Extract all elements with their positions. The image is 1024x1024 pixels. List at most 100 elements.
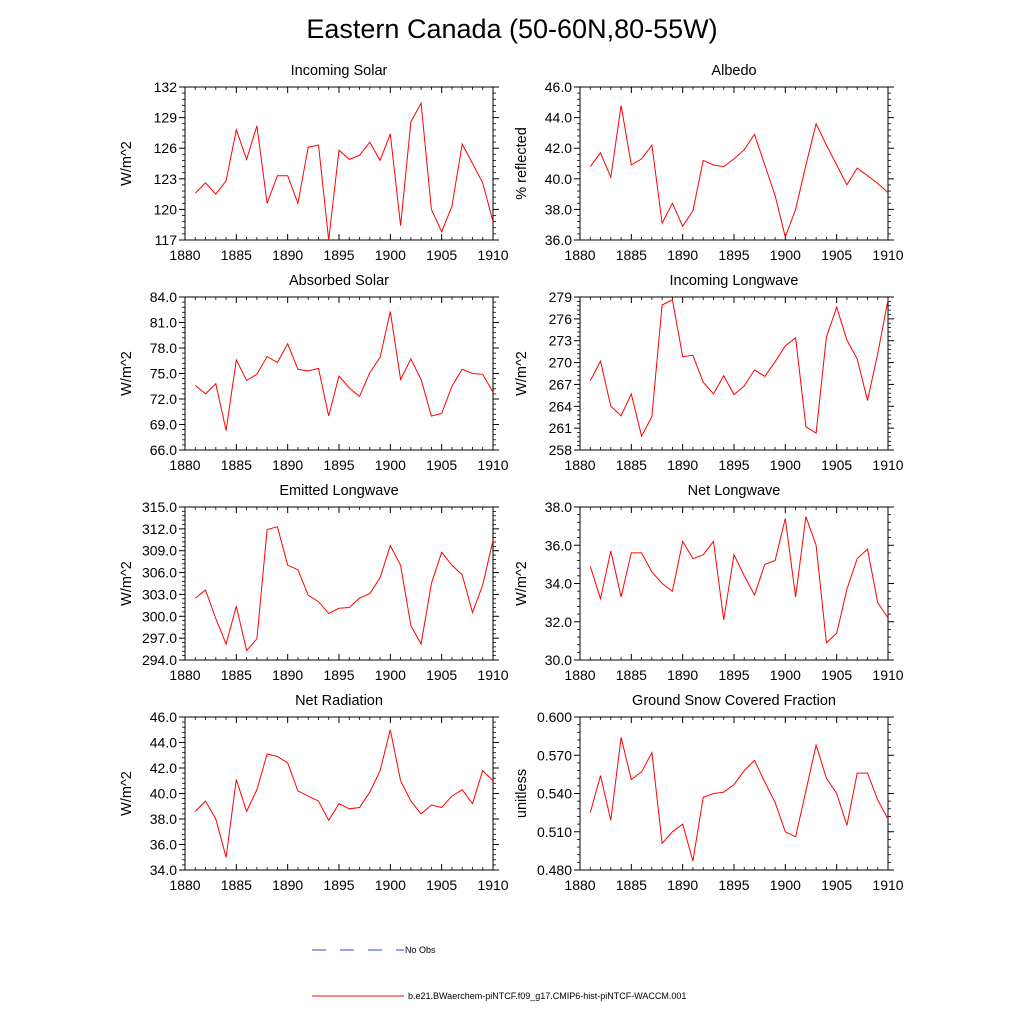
y-tick-label: 279 (549, 289, 573, 305)
y-axis-label: W/m^2 (514, 351, 530, 396)
x-tick-label: 1905 (821, 667, 852, 683)
plot-frame (579, 716, 889, 871)
y-tick-label: 66.0 (150, 442, 177, 458)
x-tick-label: 1900 (375, 877, 406, 893)
x-tick-label: 1890 (667, 667, 698, 683)
x-tick-label: 1890 (272, 877, 303, 893)
panel-title: Emitted Longwave (279, 483, 398, 499)
x-tick-label: 1910 (477, 667, 508, 683)
y-axis-label: W/m^2 (514, 561, 530, 606)
y-axis-label: W/m^2 (119, 141, 135, 186)
y-tick-label: 34.0 (150, 862, 177, 878)
x-tick-label: 1900 (375, 457, 406, 473)
y-tick-label: 120 (154, 201, 178, 217)
panel-title: Net Radiation (295, 693, 383, 709)
y-tick-label: 0.600 (537, 709, 572, 725)
x-tick-label: 1885 (616, 247, 647, 263)
x-tick-label: 1880 (169, 667, 200, 683)
legend: No Obs b.e21.BWaerchem-piNTCF.f09_g17.CM… (312, 945, 686, 1001)
x-tick-label: 1885 (616, 667, 647, 683)
x-tick-label: 1905 (426, 247, 457, 263)
legend-label-model: b.e21.BWaerchem-piNTCF.f09_g17.CMIP6-his… (408, 991, 686, 1001)
panel-incoming-solar: 1880 1885 1890 1895 1900 1905 1910 117 120 123 126… (119, 63, 509, 263)
y-tick-label: 273 (549, 333, 573, 349)
y-axis-label: W/m^2 (119, 561, 135, 606)
y-tick-label: 40.0 (150, 786, 177, 802)
panel-title: Albedo (711, 63, 756, 79)
x-tick-label: 1905 (821, 457, 852, 473)
y-tick-label: 81.0 (150, 315, 177, 331)
y-tick-label: 261 (549, 420, 573, 436)
plot-frame (184, 716, 494, 871)
x-tick-label: 1880 (564, 247, 595, 263)
y-tick-label: 72.0 (150, 391, 177, 407)
panel-title: Absorbed Solar (289, 273, 389, 289)
y-tick-label: 46.0 (545, 79, 572, 95)
x-tick-label: 1910 (872, 877, 903, 893)
y-tick-label: 32.0 (545, 614, 572, 630)
y-tick-label: 309.0 (142, 543, 177, 559)
x-tick-label: 1880 (169, 457, 200, 473)
x-tick-label: 1895 (718, 247, 749, 263)
x-tick-label: 1905 (426, 667, 457, 683)
x-tick-label: 1905 (426, 877, 457, 893)
x-tick-label: 1895 (323, 877, 354, 893)
x-tick-label: 1890 (272, 457, 303, 473)
x-tick-label: 1880 (564, 457, 595, 473)
x-tick-label: 1905 (821, 877, 852, 893)
panel-incoming-longwave: 1880 1885 1890 1895 1900 1905 1910 258 261 264 267… (514, 273, 904, 473)
x-tick-label: 1890 (272, 667, 303, 683)
figure-title: Eastern Canada (50-60N,80-55W) (306, 14, 718, 44)
legend-label-no-obs: No Obs (405, 945, 436, 955)
y-axis-label: W/m^2 (119, 351, 135, 396)
y-tick-label: 129 (154, 110, 178, 126)
plot-frame (579, 296, 889, 451)
plot-frame (579, 86, 889, 241)
y-tick-label: 303.0 (142, 586, 177, 602)
panel-net-radiation: 1880 1885 1890 1895 1900 1905 1910 34.0 36.0 38.0… (119, 693, 509, 893)
y-tick-label: 312.0 (142, 521, 177, 537)
y-tick-label: 123 (154, 171, 178, 187)
y-tick-label: 300.0 (142, 608, 177, 624)
panels-group: 1880 1885 1890 1895 1900 1905 1910 117 120 123 126… (119, 63, 904, 893)
y-tick-label: 297.0 (142, 630, 177, 646)
panel-ground-snow-covered-fraction: 1880 1885 1890 1895 1900 1905 1910 0.480 0.510 0.… (514, 693, 904, 893)
x-tick-label: 1880 (169, 877, 200, 893)
panel-emitted-longwave: 1880 1885 1890 1895 1900 1905 1910 294.0 297.0 30… (119, 483, 509, 683)
series-line (589, 105, 889, 239)
x-tick-label: 1880 (564, 667, 595, 683)
x-tick-label: 1895 (718, 667, 749, 683)
y-tick-label: 78.0 (150, 340, 177, 356)
y-tick-label: 264 (549, 398, 573, 414)
x-tick-label: 1910 (872, 457, 903, 473)
x-tick-label: 1885 (221, 457, 252, 473)
y-tick-label: 38.0 (150, 811, 177, 827)
x-tick-label: 1890 (667, 247, 698, 263)
x-tick-label: 1890 (667, 877, 698, 893)
x-tick-label: 1900 (375, 247, 406, 263)
y-tick-label: 69.0 (150, 417, 177, 433)
y-tick-label: 75.0 (150, 366, 177, 382)
y-tick-label: 294.0 (142, 652, 177, 668)
x-tick-label: 1900 (770, 667, 801, 683)
plot-frame (184, 506, 494, 661)
y-tick-label: 34.0 (545, 576, 572, 592)
x-tick-label: 1890 (272, 247, 303, 263)
y-tick-label: 117 (155, 232, 178, 248)
y-tick-label: 44.0 (545, 110, 572, 126)
panel-albedo: 1880 1885 1890 1895 1900 1905 1910 36.0 38.0 40.0… (514, 63, 904, 263)
x-tick-label: 1900 (770, 247, 801, 263)
series-line (194, 311, 494, 431)
y-tick-label: 30.0 (545, 652, 572, 668)
y-tick-label: 36.0 (150, 837, 177, 853)
y-tick-label: 0.480 (537, 862, 572, 878)
series-line (589, 737, 889, 862)
y-tick-label: 42.0 (150, 760, 177, 776)
x-tick-label: 1885 (221, 247, 252, 263)
y-tick-label: 36.0 (545, 232, 572, 248)
x-tick-label: 1880 (169, 247, 200, 263)
x-tick-label: 1895 (718, 877, 749, 893)
y-tick-label: 0.570 (537, 747, 572, 763)
x-tick-label: 1900 (375, 667, 406, 683)
